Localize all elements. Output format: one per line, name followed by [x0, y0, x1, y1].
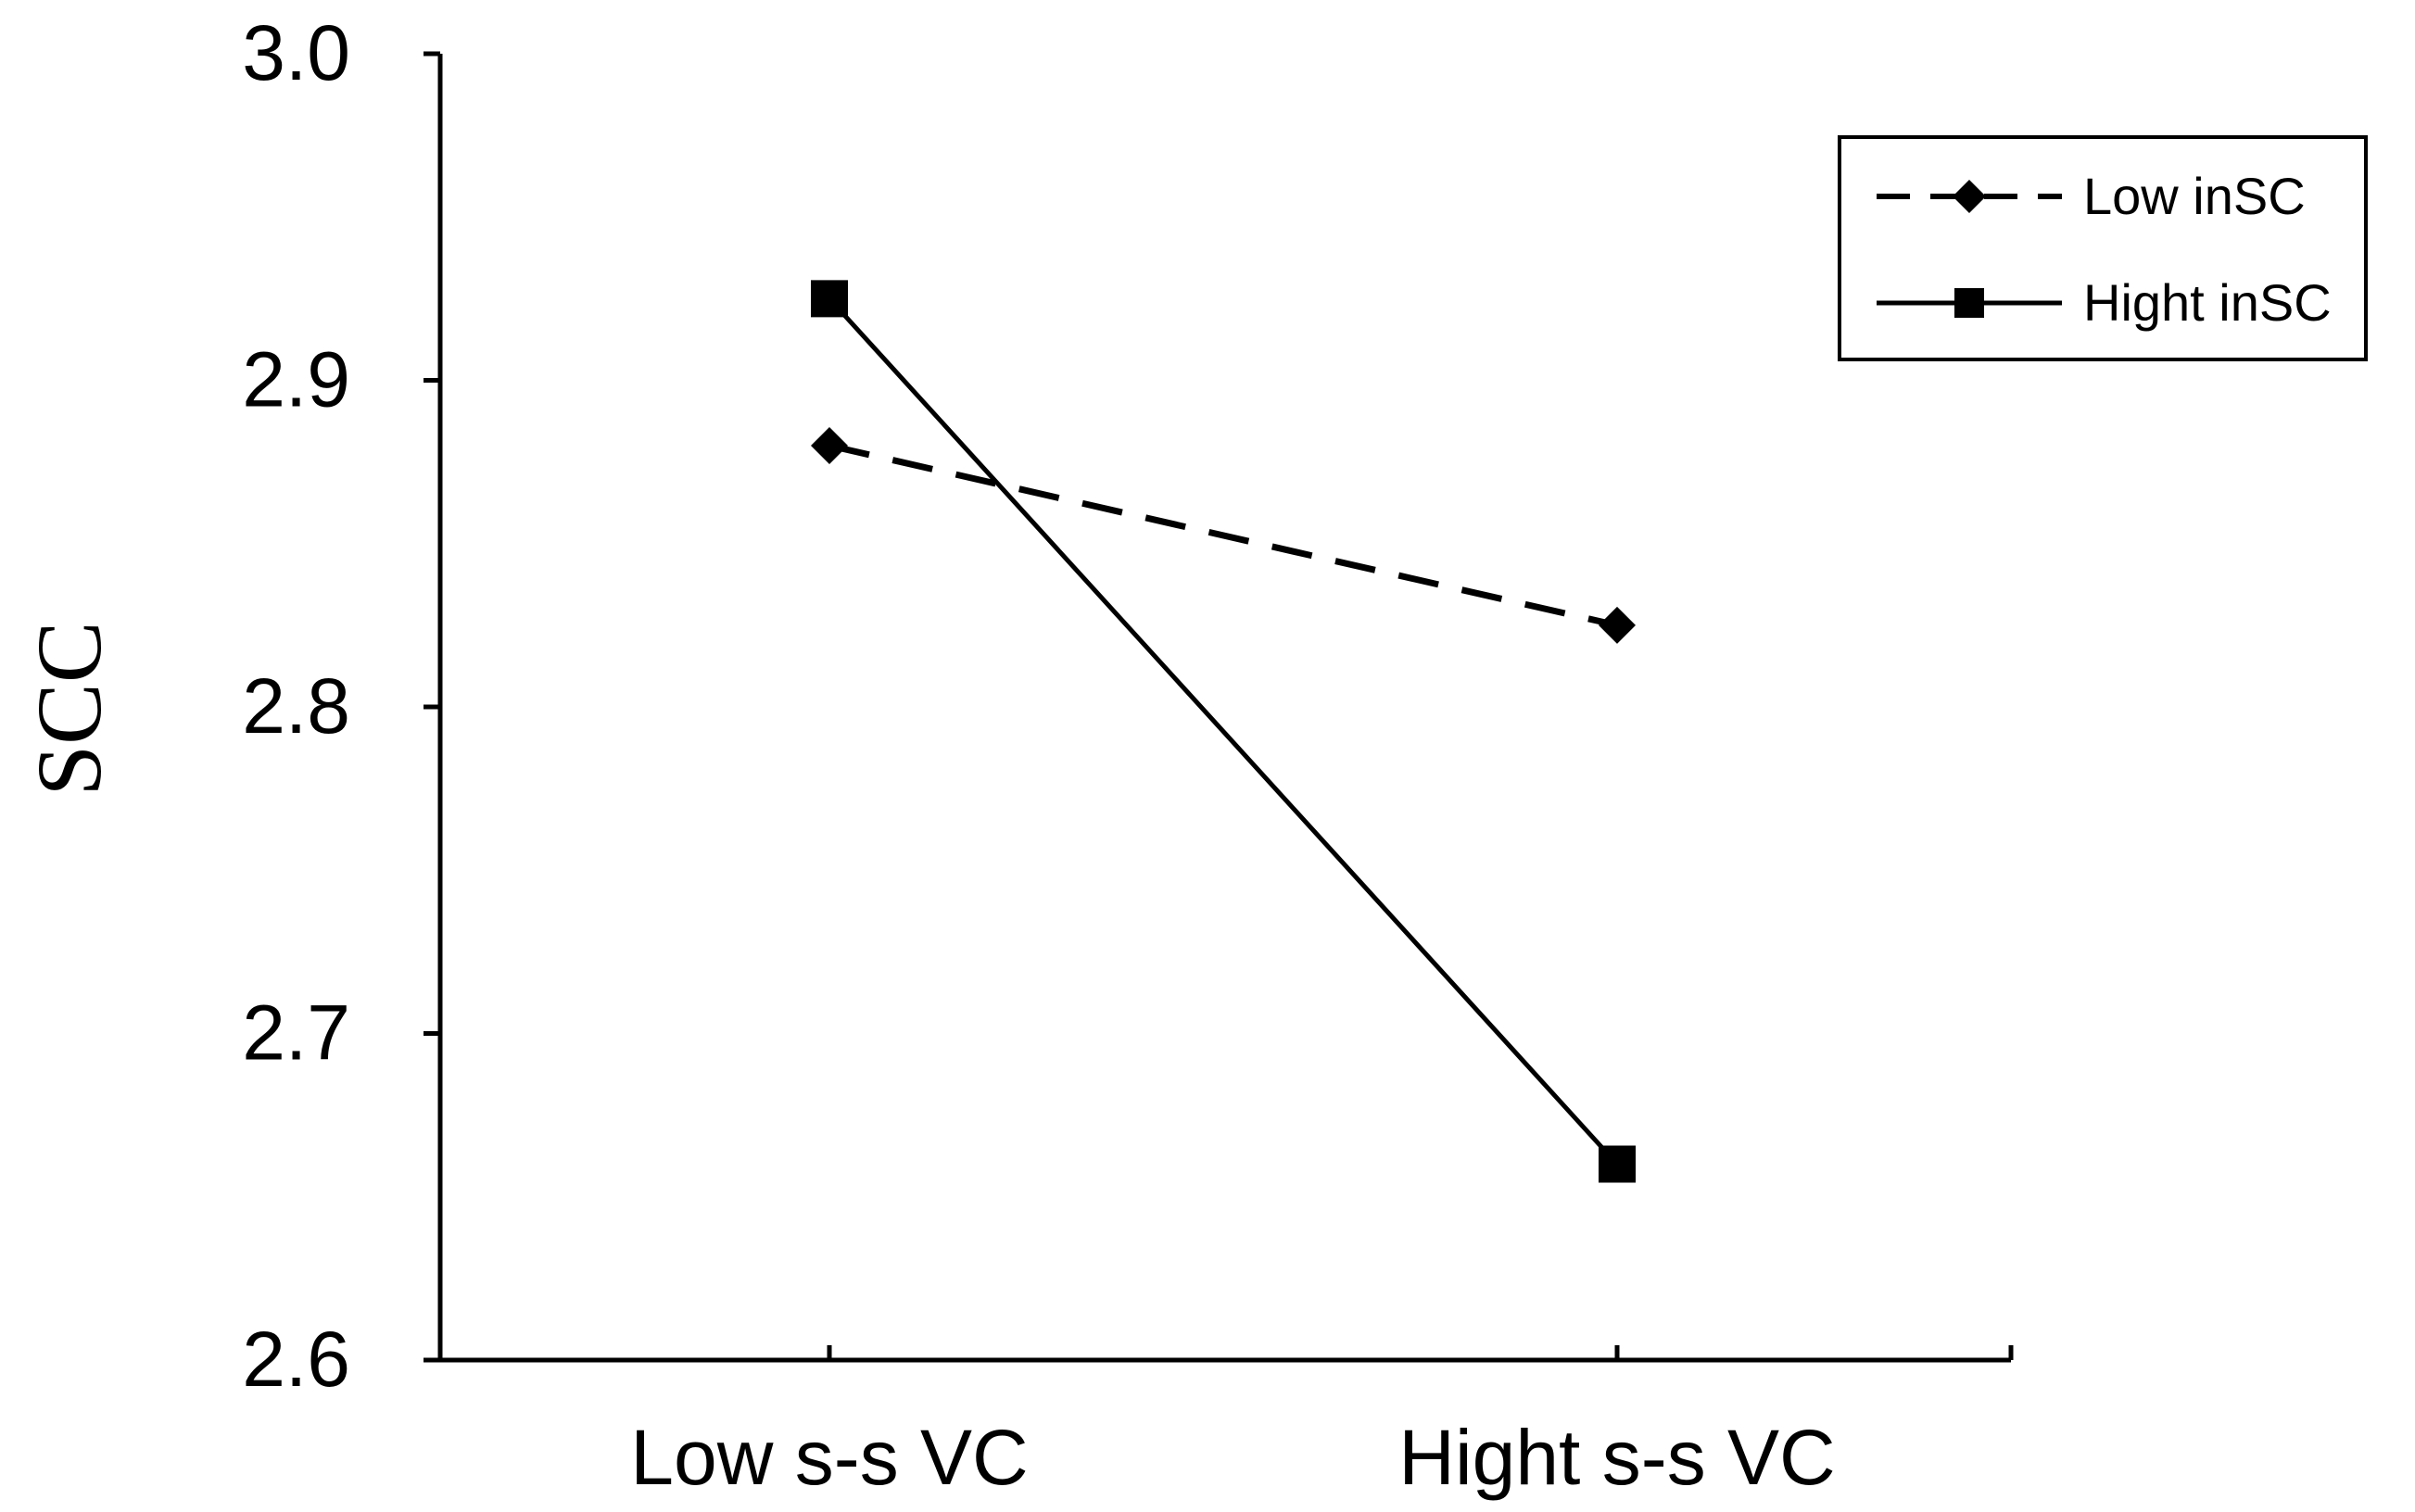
series-line-hight-insc	[828, 296, 1619, 1166]
legend: Low inSC Hight inSC	[1838, 135, 2368, 361]
legend-marker-square	[1954, 288, 1984, 318]
axes	[437, 54, 2011, 1363]
series-lines	[828, 296, 1619, 1166]
y-tick-label: 2.9	[242, 336, 350, 423]
data-point-diamond	[811, 427, 848, 464]
series-markers	[811, 280, 1636, 1183]
x-tick-label: Hight s-s VC	[1398, 1414, 1835, 1501]
y-tick-label: 2.8	[242, 662, 350, 750]
legend-box	[1838, 135, 2368, 361]
y-tick-label: 2.6	[242, 1316, 350, 1403]
data-point-diamond	[1599, 606, 1636, 644]
y-ticks: 2.6 2.7 2.8 2.9 3.0	[242, 9, 440, 1403]
x-ticks: Low s-s VC Hight s-s VC	[630, 1345, 2014, 1501]
legend-marker-diamond	[1953, 180, 1986, 213]
legend-label-low-insc: Low inSC	[2083, 167, 2306, 225]
y-tick-label: 3.0	[242, 9, 350, 96]
series-line-low-insc	[828, 442, 1618, 629]
y-axis-label: SCC	[18, 621, 120, 796]
y-tick-label: 2.7	[242, 989, 350, 1077]
x-tick-label: Low s-s VC	[630, 1414, 1028, 1501]
legend-label-hight-insc: Hight inSC	[2083, 273, 2332, 332]
data-point-square	[811, 280, 848, 318]
data-point-square	[1599, 1145, 1636, 1183]
